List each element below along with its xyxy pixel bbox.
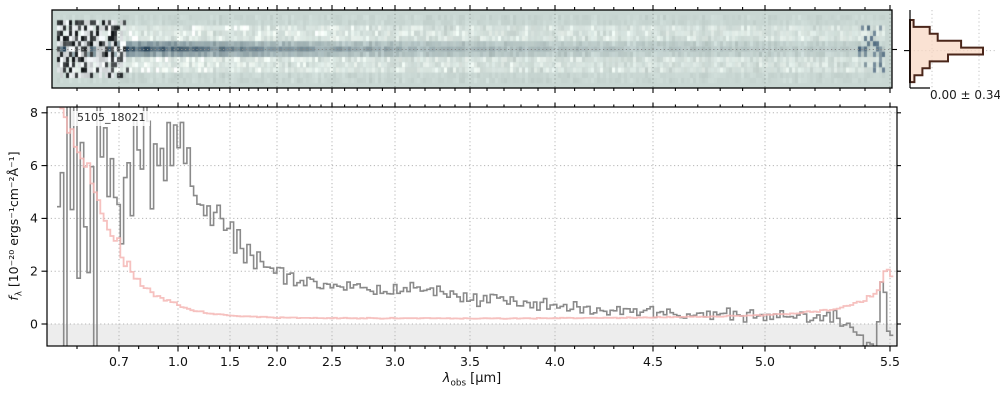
x-tick-label: 2.0 <box>267 354 287 369</box>
y-tick-label: 2 <box>30 264 38 279</box>
y-tick-label: 6 <box>30 158 38 173</box>
x-tick-label: 5.0 <box>755 354 775 369</box>
histogram-stats-label: 0.00 ± 0.34 <box>930 88 1000 102</box>
y-axis-subscript: λ <box>14 291 25 297</box>
1d-panel-axes: 0.7 1.0 1.5 2.0 2.5 3.0 3.5 4.0 4.5 5.0 5.5 0 2 4 6 8 <box>30 102 901 369</box>
y-tick-label: 8 <box>30 105 38 120</box>
x-tick-label: 0.7 <box>109 354 129 369</box>
x-axis-label: λobs [μm] <box>372 371 572 389</box>
2d-panel-axes <box>46 5 897 93</box>
uncertainty-line <box>59 107 894 320</box>
x-tick-label: 5.5 <box>880 354 900 369</box>
y-tick-label: 0 <box>30 316 38 331</box>
x-tick-label: 4.0 <box>545 354 565 369</box>
1d-panel-gridlines <box>47 107 897 346</box>
y-tick-label: 4 <box>30 211 38 226</box>
x-tick-label: 3.0 <box>385 354 405 369</box>
flux-step-line <box>57 107 894 346</box>
1d-spectrum-lines <box>57 107 894 346</box>
histogram-steps <box>909 19 984 84</box>
x-axis-subscript: obs <box>450 378 467 389</box>
x-tick-label: 2.5 <box>322 354 342 369</box>
x-tick-label: 4.5 <box>643 354 663 369</box>
x-axis-symbol: λ <box>442 371 451 386</box>
x-tick-label: 1.5 <box>220 354 240 369</box>
y-axis-symbol: f <box>6 296 21 301</box>
noise-histogram <box>904 10 996 89</box>
x-axis-units: [μm] <box>466 371 502 386</box>
y-axis-units: [10⁻²⁰ ergs⁻¹cm⁻²Å⁻¹] <box>6 151 21 292</box>
y-axis-label: fλ [10⁻²⁰ ergs⁻¹cm⁻²Å⁻¹] <box>6 116 25 336</box>
source-id-label: 5105_18021 <box>73 111 150 126</box>
x-tick-label: 1.0 <box>168 354 188 369</box>
1d-panel-background <box>47 324 897 346</box>
x-tick-label: 3.5 <box>460 354 480 369</box>
